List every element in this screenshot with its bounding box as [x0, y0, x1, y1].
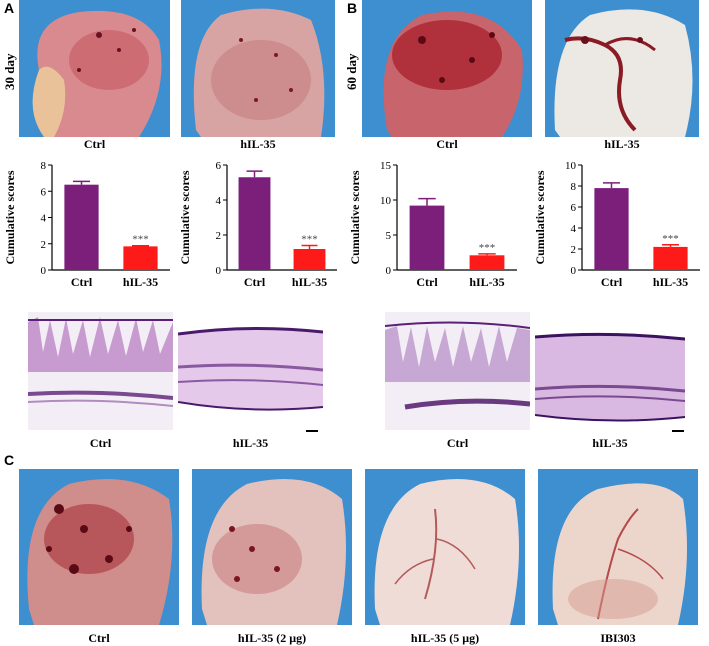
y-tick-label: 2 [571, 244, 577, 256]
photo-b-hil35 [545, 0, 699, 137]
y-tick-label: 2 [41, 239, 47, 251]
histology-b-ctrl [385, 312, 530, 430]
x-tick-label: hIL-35 [469, 275, 504, 289]
photo-c-ibi303 [538, 469, 698, 625]
bar-chart-a-ctrl-vs-hil35: Cumulative scores 0 2 4 6 8 Ctrl hIL-35 *** [3, 160, 170, 289]
caption-a-photo-ctrl: Ctrl [83, 137, 106, 151]
caption-b-histo-ctrl: Ctrl [446, 436, 469, 450]
y-tick-label: 5 [386, 230, 392, 242]
x-tick-label: hIL-35 [123, 275, 158, 289]
bar-hil-35 [293, 249, 326, 270]
caption-b-photo-ctrl: Ctrl [436, 137, 458, 151]
y-axis-label: Cumulative scores [348, 170, 362, 264]
x-tick-label: Ctrl [601, 275, 623, 289]
x-tick-label: Ctrl [416, 275, 438, 289]
y-tick-label: 6 [216, 160, 222, 172]
bar-chart-b-ctrl-vs-hil35: Cumulative scores 0 5 10 15 Ctrl hIL-35 *** [348, 160, 517, 289]
y-tick-label: 0 [571, 265, 577, 277]
caption-b-photo-hil35: hIL-35 [604, 137, 640, 151]
y-tick-label: 8 [571, 181, 577, 193]
caption-a-histo-hil35: hIL-35 [232, 436, 269, 450]
histology-b-hil35 [535, 327, 685, 425]
y-tick-label: 6 [571, 202, 577, 214]
histology-a-ctrl [28, 312, 173, 430]
x-tick-label: Ctrl [244, 275, 266, 289]
photo-c-ctrl [19, 469, 179, 625]
day-label-60: 60 day [344, 53, 359, 90]
bar-ctrl [64, 184, 99, 270]
photo-c-hil35-2ug [192, 469, 352, 625]
caption-b-histo-hil35: hIL-35 [592, 436, 628, 450]
significance-annotation: *** [479, 242, 496, 254]
bar-chart-b-second: Cumulative scores 0 2 4 6 8 10 Ctrl hIL-35 *** [533, 160, 700, 289]
y-tick-label: 0 [216, 265, 222, 277]
photo-b-ctrl [362, 0, 532, 137]
caption-c-hil35-2ug: hIL-35 (2 μg) [237, 631, 307, 645]
y-tick-label: 4 [41, 213, 47, 225]
bar-hil-35 [123, 246, 158, 270]
y-tick-label: 15 [380, 160, 392, 172]
scale-bar-a [306, 430, 318, 432]
x-tick-label: hIL-35 [653, 275, 688, 289]
photo-a-ctrl [19, 0, 170, 137]
bar-hil-35 [469, 255, 505, 270]
y-axis-label: Cumulative scores [178, 170, 192, 264]
y-tick-label: 6 [41, 186, 47, 198]
x-tick-label: hIL-35 [292, 275, 327, 289]
caption-c-hil35-5ug: hIL-35 (5 μg) [410, 631, 480, 645]
panel-label-b: B [347, 0, 358, 16]
caption-c-ibi303: IBI303 [600, 631, 636, 645]
x-tick-label: Ctrl [71, 275, 93, 289]
y-axis-label: Cumulative scores [3, 170, 17, 264]
photo-c-hil35-5ug [365, 469, 525, 625]
y-tick-label: 4 [571, 223, 577, 235]
photo-a-hil35 [181, 0, 335, 137]
histology-a-hil35 [178, 322, 323, 414]
y-tick-label: 0 [386, 265, 392, 277]
bar-hil-35 [653, 246, 688, 270]
bar-chart-a-second: Cumulative scores 0 2 4 6 Ctrl hIL-35 *** [178, 160, 337, 289]
y-tick-label: 4 [216, 195, 222, 207]
scale-bar-b [672, 430, 684, 432]
y-tick-label: 10 [380, 195, 392, 207]
significance-annotation: *** [132, 234, 149, 246]
panel-label-c: C [4, 452, 15, 468]
significance-annotation: *** [301, 234, 318, 246]
y-axis-label: Cumulative scores [533, 170, 547, 264]
caption-c-ctrl: Ctrl [88, 631, 110, 645]
y-tick-label: 8 [41, 160, 47, 172]
y-tick-label: 10 [565, 160, 577, 172]
y-tick-label: 0 [41, 265, 47, 277]
bar-ctrl [594, 188, 629, 270]
bar-ctrl [409, 205, 445, 270]
caption-a-photo-hil35: hIL-35 [240, 137, 276, 151]
significance-annotation: *** [662, 233, 679, 245]
bar-ctrl [238, 177, 271, 270]
caption-a-histo-ctrl: Ctrl [89, 436, 112, 450]
day-label-30: 30 day [2, 53, 17, 90]
y-tick-label: 2 [216, 230, 222, 242]
panel-label-a: A [4, 0, 15, 16]
